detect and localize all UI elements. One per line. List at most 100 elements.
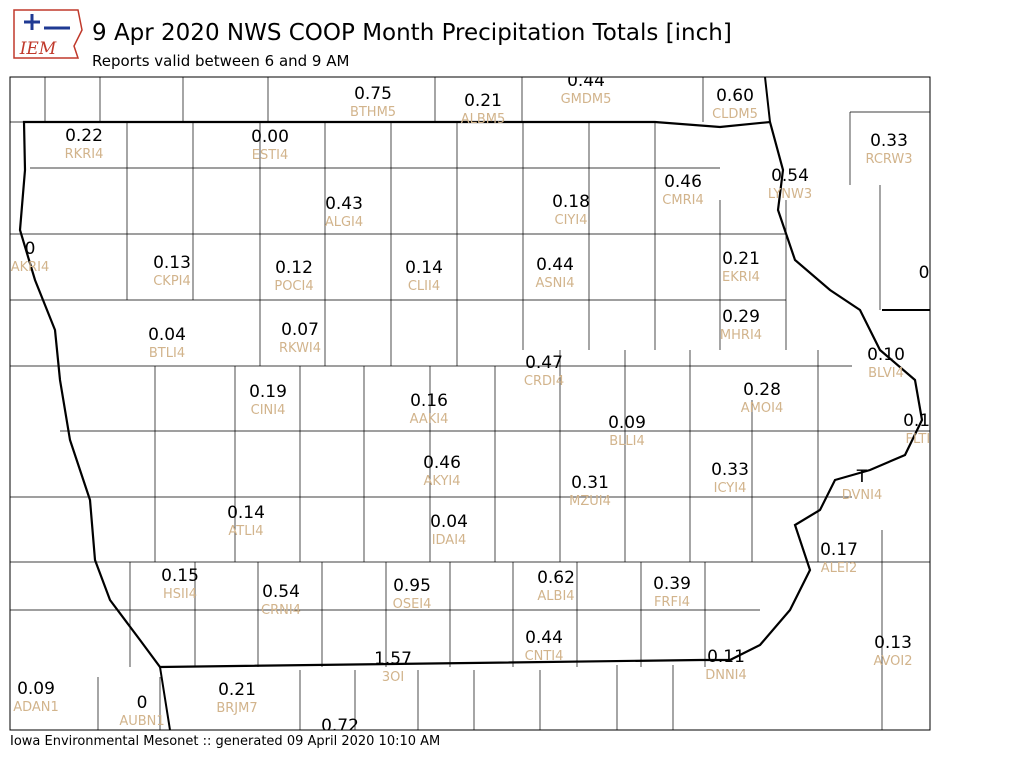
station-value: 0.44 xyxy=(567,71,605,91)
station-value: 0.13 xyxy=(874,633,912,653)
station-value: 0.39 xyxy=(653,574,691,594)
station-id: LYNW3 xyxy=(768,187,812,202)
station-value: 0.72 xyxy=(321,716,359,736)
station-id: MHRI4 xyxy=(720,328,762,343)
station-id: CINI4 xyxy=(251,403,286,418)
station-id: RKRI4 xyxy=(65,147,104,162)
station-value: 0.16 xyxy=(410,391,448,411)
station-id: AKRI4 xyxy=(11,260,50,275)
station-value: 0.00 xyxy=(251,127,289,147)
map-lines xyxy=(10,77,930,730)
station-id: HSII4 xyxy=(163,587,197,602)
logo: IEM xyxy=(13,9,83,59)
station-value: 0.04 xyxy=(430,512,468,532)
station-value: 0.09 xyxy=(608,413,646,433)
station-id: ASNI4 xyxy=(536,276,575,291)
station-value: 0.31 xyxy=(571,473,609,493)
station-value: 0.13 xyxy=(153,253,191,273)
station-id: BTLI4 xyxy=(149,346,185,361)
station-value: 0.07 xyxy=(281,320,319,340)
station-value: 0.46 xyxy=(664,172,702,192)
station-value: T xyxy=(856,467,868,487)
station-value: 0.21 xyxy=(464,91,502,111)
station-value: 0.44 xyxy=(525,628,563,648)
station-id: POCI4 xyxy=(274,279,313,294)
station-value: 0.33 xyxy=(711,460,749,480)
station-id: 3OI xyxy=(382,670,404,685)
station-id: BLVI4 xyxy=(868,366,904,381)
station-value: 0.75 xyxy=(354,84,392,104)
station-value: 0.95 xyxy=(393,576,431,596)
subtitle: Reports valid between 6 and 9 AM xyxy=(92,52,349,70)
station-value: 0.09 xyxy=(17,679,55,699)
station-id: ALEI2 xyxy=(821,561,857,576)
station-value: 0.14 xyxy=(227,503,265,523)
station-value: 0.29 xyxy=(722,307,760,327)
station-id: FLTI4 xyxy=(906,432,939,447)
station-id: CRNI4 xyxy=(261,603,301,618)
station-id: FRFI4 xyxy=(654,595,690,610)
station-id: CLDM5 xyxy=(712,107,758,122)
station-id: BTHM5 xyxy=(350,105,396,120)
logo-text: IEM xyxy=(19,39,57,59)
station-value: 0.21 xyxy=(722,249,760,269)
station-id: BRJM7 xyxy=(216,701,257,716)
map-frame xyxy=(9,76,931,731)
station-value: 0.18 xyxy=(552,192,590,212)
station-value: 0.33 xyxy=(870,131,908,151)
station-id: GMDM5 xyxy=(561,92,612,107)
station-value: 0 xyxy=(137,693,148,713)
station-id: ALBI4 xyxy=(537,589,574,604)
station-value: 1.57 xyxy=(374,649,412,669)
station-value: 0.62 xyxy=(537,568,575,588)
station-id: AUBN1 xyxy=(119,714,164,729)
station-value: 0.47 xyxy=(525,353,563,373)
station-id: OSEI4 xyxy=(393,597,432,612)
station-value: 0.19 xyxy=(249,382,287,402)
station-value: 0.21 xyxy=(218,680,256,700)
station-id: AMOI4 xyxy=(741,401,783,416)
station-value: 0.16 xyxy=(903,411,941,431)
station-id: CLII4 xyxy=(408,279,440,294)
station-id: BLLI4 xyxy=(609,434,645,449)
station-id: CIYI4 xyxy=(555,213,588,228)
station-value: 0.43 xyxy=(325,194,363,214)
station-id: CKPI4 xyxy=(153,274,191,289)
station-id: ICYI4 xyxy=(714,481,747,496)
station-id: IDAI4 xyxy=(432,533,467,548)
station-value: 0.22 xyxy=(65,126,103,146)
station-id: AVOI2 xyxy=(873,654,912,669)
station-value: 0.60 xyxy=(716,86,754,106)
station-id: DNNI4 xyxy=(705,668,747,683)
station-id: ALBM5 xyxy=(461,112,506,127)
station-value: 0.17 xyxy=(820,540,858,560)
station-value: 0.54 xyxy=(262,582,300,602)
station-id: ESTI4 xyxy=(252,148,289,163)
station-value: 0.15 xyxy=(161,566,199,586)
station-id: EKRI4 xyxy=(722,270,760,285)
station-id: CMRI4 xyxy=(662,193,703,208)
station-id: DVNI4 xyxy=(842,488,883,503)
station-value: 0.14 xyxy=(405,258,443,278)
station-value: 0.12 xyxy=(275,258,313,278)
station-value: 0.11 xyxy=(707,647,745,667)
station-value: 0.54 xyxy=(771,166,809,186)
station-id: AAKI4 xyxy=(410,412,449,427)
station-value: 0 xyxy=(25,239,36,259)
station-value: 0 xyxy=(919,263,930,283)
station-value: 0.28 xyxy=(743,380,781,400)
station-value: 0.44 xyxy=(536,255,574,275)
station-value: 0.04 xyxy=(148,325,186,345)
station-id: AKYI4 xyxy=(423,474,460,489)
station-id: ATLI4 xyxy=(228,524,263,539)
station-id: RKWI4 xyxy=(279,341,321,356)
station-id: CRDI4 xyxy=(524,374,564,389)
station-id: ALGI4 xyxy=(325,215,363,230)
station-value: 0.46 xyxy=(423,453,461,473)
station-id: CNTI4 xyxy=(525,649,564,664)
station-value: 0.10 xyxy=(867,345,905,365)
station-id: RCRW3 xyxy=(865,152,912,167)
title: 9 Apr 2020 NWS COOP Month Precipitation … xyxy=(92,20,732,46)
